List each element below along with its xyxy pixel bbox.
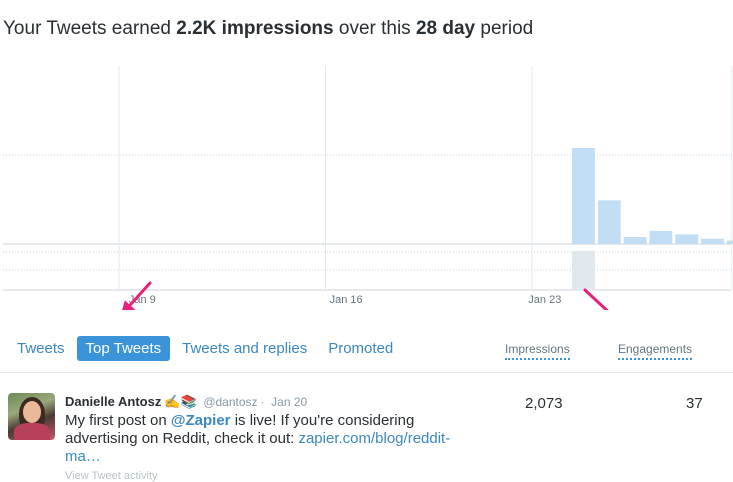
author-handle[interactable]: @dantosz (203, 395, 258, 409)
tweet-url-link[interactable]: zapier.com/blog/reddit- (298, 430, 451, 447)
tweet-author: Danielle Antosz ✍️📚 @dantosz · Jan 20 (65, 394, 308, 409)
tab-promoted[interactable]: Promoted (328, 339, 394, 357)
annotation-arrow-left-head (122, 300, 136, 310)
tab-top-tweets[interactable]: Top Tweets (76, 335, 171, 361)
tweet-tabs: Tweets Top Tweets Tweets and replies Pro… (8, 334, 405, 362)
tab-tweets[interactable]: Tweets (17, 339, 65, 357)
x-tick-label: Jan 23 (528, 294, 561, 306)
tweet-date[interactable]: Jan 20 (271, 395, 308, 409)
period-length: 28 day (415, 18, 476, 39)
impressions-bar (701, 238, 724, 244)
impressions-bar (572, 148, 595, 244)
impressions-bar (623, 237, 647, 244)
engagements-column-header[interactable]: Engagements (618, 342, 693, 360)
author-name[interactable]: Danielle Antosz (65, 394, 162, 409)
impressions-column-header[interactable]: Impressions (505, 342, 570, 360)
tweet-impressions-value: 2,073 (525, 395, 563, 412)
impressions-bar (649, 230, 673, 244)
impressions-chart: Jan 9 Jan 16 Jan 23 (3, 66, 733, 310)
x-tick-label: Jan 16 (330, 294, 363, 306)
tweet-text: My first post on @Zapier is live! If you… (65, 412, 451, 465)
annotation-arrow-right (583, 288, 609, 310)
mention-link[interactable]: @Zapier (170, 412, 231, 429)
author-emoji: ✍️📚 (164, 394, 197, 409)
impressions-headline: Your Tweets earned 2.2K impressions over… (3, 18, 534, 39)
impressions-bar (726, 240, 733, 244)
view-tweet-activity-link[interactable]: View Tweet activity (65, 470, 158, 482)
impressions-total: 2.2K impressions (176, 18, 334, 39)
avatar[interactable] (8, 393, 55, 440)
impressions-bar (675, 234, 699, 244)
tweet-engagements-value: 37 (686, 395, 703, 412)
tweet-url-link-cont[interactable]: ma… (65, 448, 101, 465)
engagements-bar (572, 251, 595, 289)
impressions-bar (597, 200, 621, 244)
divider (0, 372, 733, 373)
tab-tweets-and-replies[interactable]: Tweets and replies (182, 339, 308, 357)
